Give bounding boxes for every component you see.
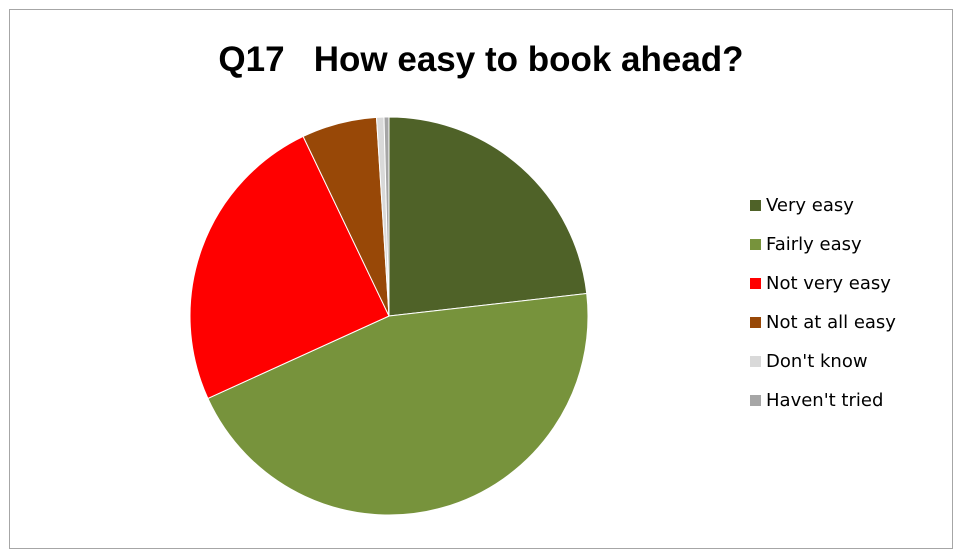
legend-swatch xyxy=(750,317,761,328)
legend-swatch xyxy=(750,356,761,367)
pie-chart xyxy=(189,116,589,516)
legend-swatch xyxy=(750,239,761,250)
legend-label: Very easy xyxy=(766,195,854,216)
legend-swatch xyxy=(750,395,761,406)
legend-swatch xyxy=(750,278,761,289)
legend-label: Haven't tried xyxy=(766,390,884,411)
legend-label: Don't know xyxy=(766,351,868,372)
legend-item: Haven't tried xyxy=(750,381,896,420)
legend-item: Not at all easy xyxy=(750,303,896,342)
pie-slice-fairly-easy xyxy=(207,292,589,516)
legend-label: Fairly easy xyxy=(766,234,862,255)
chart-title: Q17 How easy to book ahead? xyxy=(218,40,744,79)
legend-item: Not very easy xyxy=(750,264,896,303)
pie-slice-haven-t-tried xyxy=(383,116,390,317)
legend-item: Don't know xyxy=(750,342,896,381)
legend-item: Fairly easy xyxy=(750,225,896,264)
legend-item: Very easy xyxy=(750,186,896,225)
legend-label: Not at all easy xyxy=(766,312,896,333)
pie-slice-not-very-easy xyxy=(189,135,390,400)
legend: Very easy Fairly easy Not very easy Not … xyxy=(750,186,896,420)
legend-label: Not very easy xyxy=(766,273,891,294)
pie-slice-very-easy xyxy=(388,116,588,317)
legend-swatch xyxy=(750,200,761,211)
